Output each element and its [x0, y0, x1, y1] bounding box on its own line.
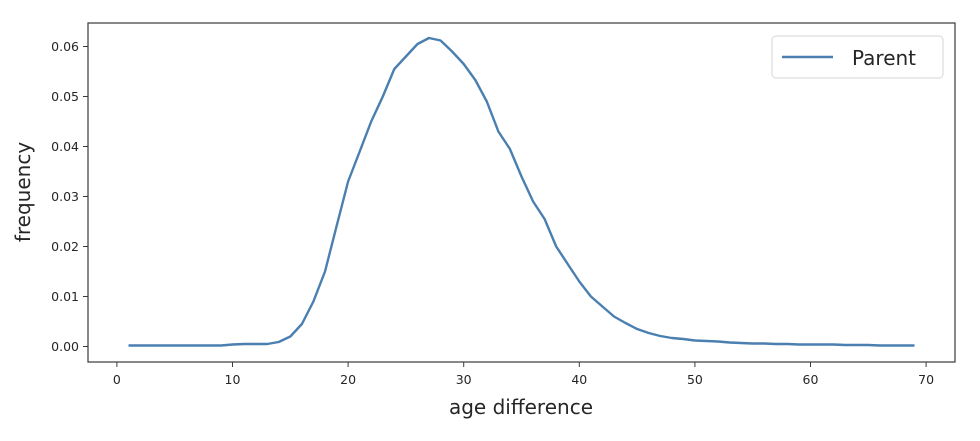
x-tick-label: 20	[340, 372, 356, 387]
x-axis-label: age difference	[449, 395, 593, 419]
axes-frame	[87, 22, 956, 363]
plot-area	[88, 23, 955, 362]
x-axis: 0 10 20 30 40 50 60 70	[113, 362, 934, 387]
x-tick-label: 60	[803, 372, 819, 387]
x-tick-label: 30	[456, 372, 472, 387]
x-tick-label: 40	[571, 372, 587, 387]
legend: Parent	[771, 35, 944, 79]
legend-box	[771, 35, 944, 79]
series-layer	[128, 36, 915, 347]
x-tick-label: 70	[918, 372, 934, 387]
y-tick-label: 0.00	[51, 339, 79, 354]
y-tick-label: 0.06	[51, 39, 79, 54]
y-tick-label: 0.02	[51, 239, 79, 254]
y-tick-label: 0.05	[51, 89, 79, 104]
series-line-parent	[128, 36, 915, 347]
x-tick-label: 50	[687, 372, 703, 387]
legend-label: Parent	[852, 46, 916, 70]
axes-background	[88, 23, 955, 362]
y-tick-label: 0.03	[51, 189, 79, 204]
y-tick-label: 0.04	[51, 139, 79, 154]
x-tick-label: 0	[113, 372, 121, 387]
y-tick-label: 0.01	[51, 289, 79, 304]
y-axis: 0.00 0.01 0.02 0.03 0.04 0.05 0.06	[51, 39, 88, 354]
y-axis-label: frequency	[11, 142, 35, 242]
x-tick-label: 10	[225, 372, 241, 387]
